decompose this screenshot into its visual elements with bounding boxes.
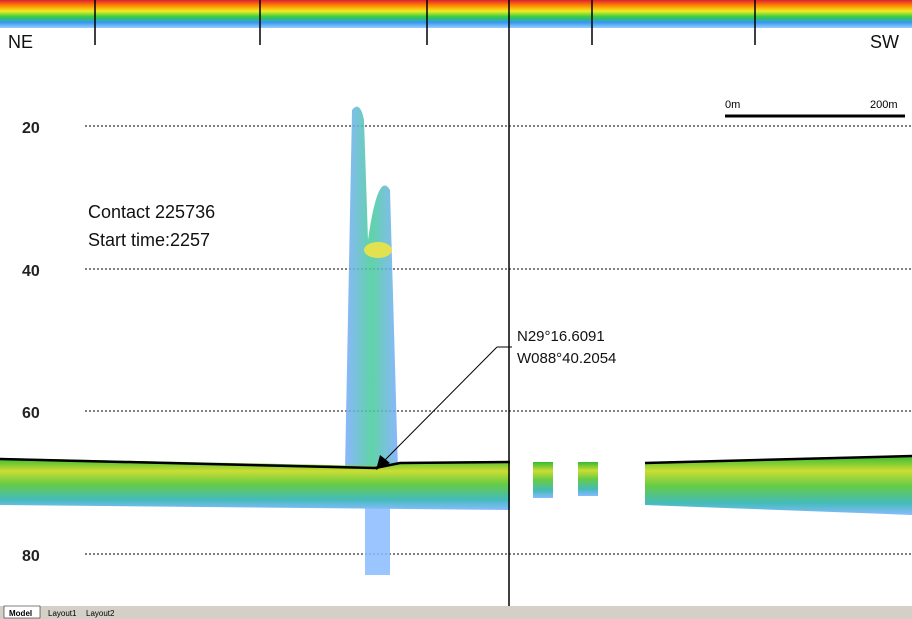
contact-name: Contact 225736 [88,202,215,222]
latitude: N29°16.6091 [517,328,605,345]
tab-label[interactable]: Layout1 [48,609,77,618]
depth-label: 40 [22,263,40,280]
depth-label: 60 [22,405,40,422]
scale-start: 0m [725,99,740,111]
header-left: NE [8,32,33,52]
depth-label: 80 [22,548,40,565]
header-right: SW [870,32,899,52]
tab-bar [0,606,912,619]
echogram-screen: NE SW 0m 200m 20 40 60 80 Contact 225736… [0,0,912,619]
scale-end: 200m [870,99,898,111]
surface-band [0,0,912,28]
seabed [0,456,912,515]
contact-start: Start time:2257 [88,230,210,250]
tab-label[interactable]: Layout2 [86,609,115,618]
longitude: W088°40.2054 [517,350,616,367]
tab-label[interactable]: Model [9,609,32,618]
depth-label: 20 [22,120,40,137]
